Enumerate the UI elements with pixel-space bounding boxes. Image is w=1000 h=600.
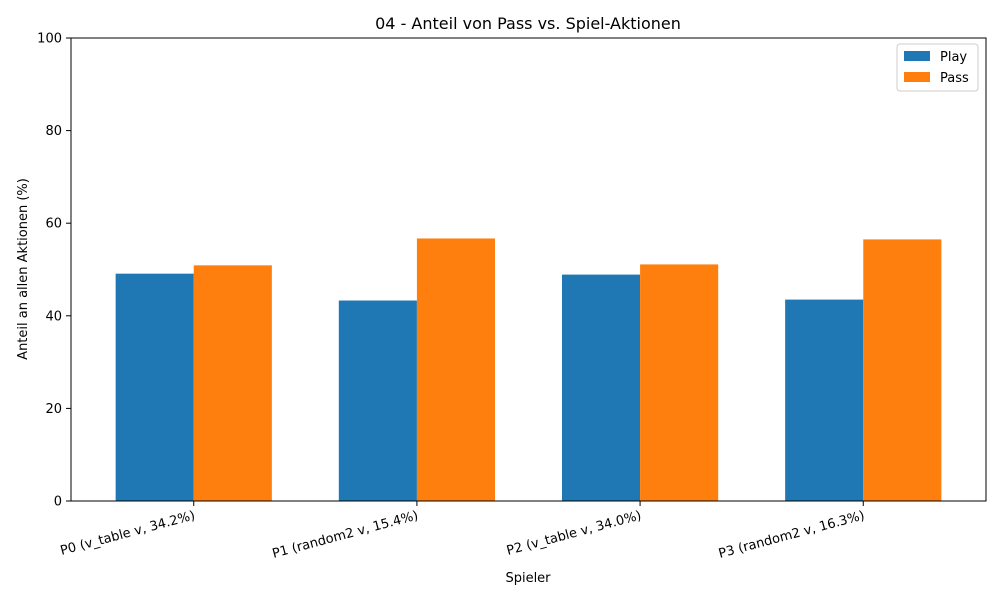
bar-play-2 xyxy=(561,274,641,501)
bar-pass-3 xyxy=(863,239,942,501)
bar-pass-0 xyxy=(193,265,272,501)
x-tick-label: P0 (v_table v, 34.2%) xyxy=(59,508,197,558)
y-tick-label: 100 xyxy=(37,32,62,47)
x-axis-ticks: P0 (v_table v, 34.2%) P1 (random2 v, 15.4… xyxy=(59,501,866,562)
y-tick-label: 40 xyxy=(45,309,62,324)
legend: Play Pass xyxy=(896,43,979,92)
bar-play-0 xyxy=(115,273,194,501)
y-axis-label: Anteil an allen Aktionen (%) xyxy=(16,178,31,360)
legend-swatch-play xyxy=(904,51,930,61)
legend-label-play: Play xyxy=(940,50,967,65)
y-tick-label: 0 xyxy=(54,495,62,510)
x-tick-label: P3 (random2 v, 16.3%) xyxy=(717,508,866,561)
bar-pass-1 xyxy=(416,238,496,501)
legend-label-pass: Pass xyxy=(940,71,969,86)
y-tick-label: 60 xyxy=(45,217,62,232)
chart-title: 04 - Anteil von Pass vs. Spiel-Aktionen xyxy=(375,14,681,33)
y-axis-ticks: 0 20 40 60 80 100 xyxy=(37,32,71,510)
y-tick-label: 20 xyxy=(45,402,62,417)
x-axis-label: Spieler xyxy=(505,571,551,586)
x-tick-label: P1 (random2 v, 15.4%) xyxy=(271,508,420,561)
bar-play-1 xyxy=(338,300,417,501)
bars-group xyxy=(115,238,942,501)
bar-play-3 xyxy=(785,299,864,501)
plot-frame xyxy=(70,37,987,502)
y-tick-label: 80 xyxy=(45,124,62,139)
bar-pass-2 xyxy=(640,264,719,501)
legend-swatch-pass xyxy=(904,72,930,82)
x-tick-label: P2 (v_table v, 34.0%) xyxy=(505,508,643,558)
